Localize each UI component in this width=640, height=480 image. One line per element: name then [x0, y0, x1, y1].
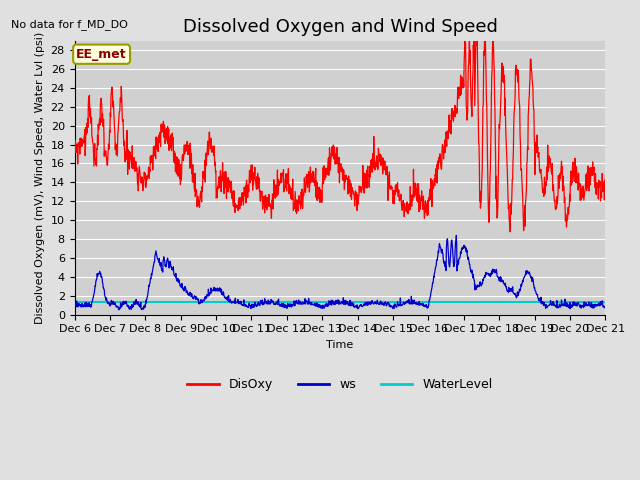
- Y-axis label: Dissolved Oxygen (mV), Wind Speed, Water Lvl (psi): Dissolved Oxygen (mV), Wind Speed, Water…: [35, 32, 45, 324]
- Legend: DisOxy, ws, WaterLevel: DisOxy, ws, WaterLevel: [182, 373, 497, 396]
- Title: Dissolved Oxygen and Wind Speed: Dissolved Oxygen and Wind Speed: [182, 18, 497, 36]
- Text: EE_met: EE_met: [76, 48, 127, 60]
- X-axis label: Time: Time: [326, 340, 354, 350]
- Text: No data for f_MD_DO: No data for f_MD_DO: [11, 19, 128, 30]
